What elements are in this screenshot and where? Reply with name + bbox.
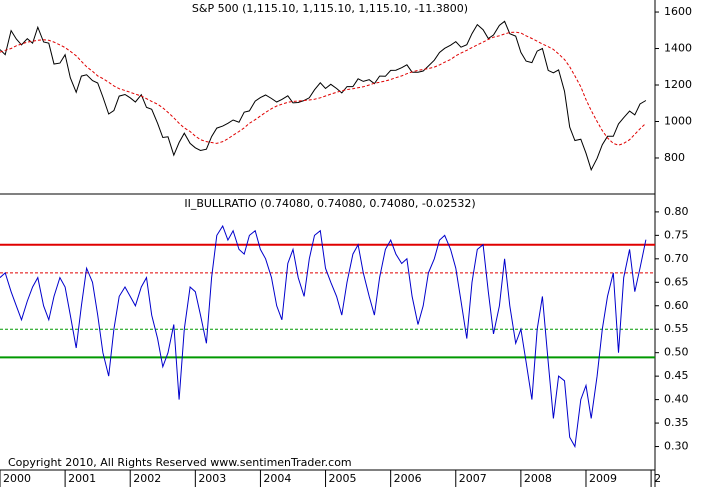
- chart-title: II_BULLRATIO (0.74080, 0.74080, 0.74080,…: [184, 197, 475, 210]
- y-tick-label: 1000: [664, 114, 692, 127]
- series-line: [0, 224, 647, 449]
- x-tick-label: 2009: [589, 472, 617, 485]
- x-tick-label: 2002: [133, 472, 161, 485]
- y-tick-label: 0.70: [664, 252, 689, 265]
- x-tick-label: 2004: [263, 472, 291, 485]
- y-tick-label: 0.50: [664, 346, 689, 359]
- y-tick-label: 800: [664, 151, 685, 164]
- y-tick-label: 0.75: [664, 228, 689, 241]
- series-line: [0, 20, 647, 172]
- y-tick-label: 1400: [664, 42, 692, 55]
- y-tick-label: 0.65: [664, 275, 689, 288]
- y-tick-label: 0.35: [664, 416, 689, 429]
- footnote: Copyright 2010, All Rights Reserved www.…: [8, 456, 352, 469]
- y-tick-label: 0.30: [664, 440, 689, 453]
- y-tick-label: 1600: [664, 5, 692, 18]
- x-tick-label: 2007: [459, 472, 487, 485]
- x-tick-label: 2: [654, 472, 661, 485]
- y-tick-label: 0.80: [664, 205, 689, 218]
- x-tick-label: 2001: [68, 472, 96, 485]
- x-tick-label: 2008: [524, 472, 552, 485]
- y-tick-label: 0.55: [664, 322, 689, 335]
- x-tick-label: 2006: [394, 472, 422, 485]
- x-tick-label: 2005: [329, 472, 357, 485]
- x-tick-label: 2000: [3, 472, 31, 485]
- y-tick-label: 0.45: [664, 369, 689, 382]
- x-tick-label: 2003: [198, 472, 226, 485]
- chart-title: S&P 500 (1,115.10, 1,115.10, 1,115.10, -…: [192, 2, 468, 15]
- y-tick-label: 1200: [664, 78, 692, 91]
- y-tick-label: 0.40: [664, 393, 689, 406]
- y-tick-label: 0.60: [664, 299, 689, 312]
